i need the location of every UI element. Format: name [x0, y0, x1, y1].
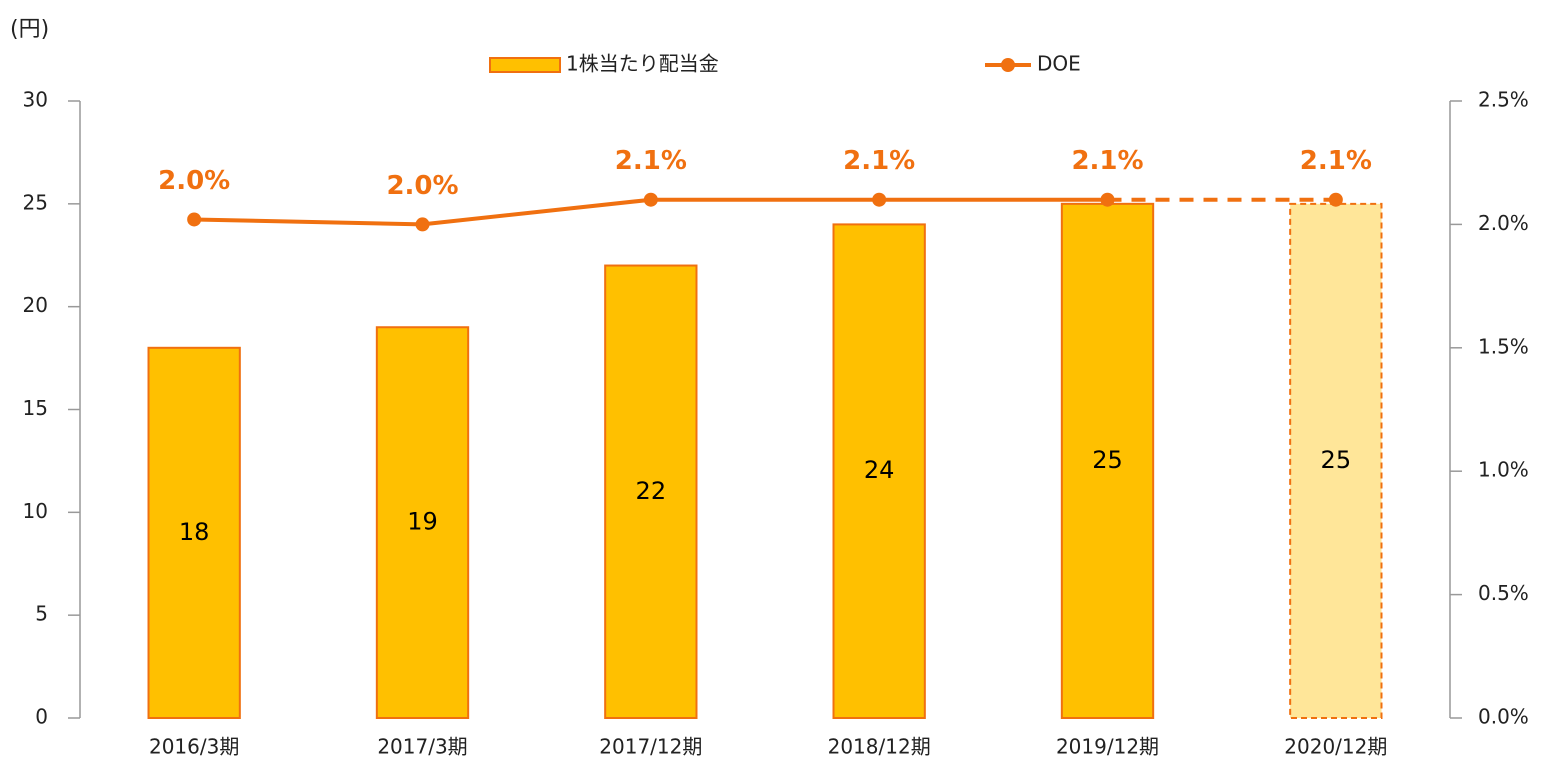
legend-label: DOE	[1037, 52, 1081, 76]
line-value-label: 2.0%	[158, 166, 230, 196]
x-tick-label: 2020/12期	[1284, 735, 1387, 759]
bar	[832, 223, 926, 719]
bar-value-label: 25	[1321, 446, 1352, 474]
legend-swatch	[1001, 58, 1015, 72]
y-tick-label: 20	[23, 293, 48, 317]
bar-value-label: 24	[864, 456, 895, 484]
y-tick-label: 25	[23, 190, 48, 214]
y-tick-label: 15	[23, 396, 48, 420]
point	[415, 217, 430, 232]
bar-value-label: 19	[407, 508, 438, 536]
x-tick-label: 2017/3期	[377, 735, 467, 759]
point	[187, 212, 202, 227]
x-tick-label: 2017/12期	[599, 735, 702, 759]
y-tick-label: 5	[35, 602, 48, 626]
bar	[604, 264, 698, 719]
y-tick-label: 0	[35, 705, 48, 729]
y-tick-label: 10	[23, 499, 48, 523]
bar	[375, 326, 470, 719]
point	[1328, 192, 1343, 207]
line-value-label: 2.1%	[1300, 146, 1372, 176]
bar	[1289, 202, 1383, 720]
line-value-label: 2.1%	[843, 146, 915, 176]
point	[1100, 192, 1115, 207]
y2-tick-label: 2.0%	[1478, 211, 1529, 235]
legend-swatch	[489, 57, 561, 73]
y2-tick-label: 0.5%	[1478, 581, 1529, 605]
x-tick-label: 2018/12期	[828, 735, 931, 759]
bar	[147, 346, 241, 719]
point	[872, 192, 887, 207]
bar-value-label: 22	[636, 477, 667, 505]
y-tick-label: 30	[23, 88, 48, 112]
bar	[1060, 202, 1155, 720]
point	[643, 192, 658, 207]
x-tick-label: 2016/3期	[149, 735, 239, 759]
line-value-label: 2.0%	[386, 171, 458, 201]
bar-value-label: 25	[1092, 446, 1123, 474]
y2-tick-label: 0.0%	[1478, 705, 1529, 729]
y2-tick-label: 2.5%	[1478, 88, 1529, 112]
bar-value-label: 18	[179, 518, 210, 546]
line-value-label: 2.1%	[1071, 146, 1143, 176]
legend-label: 1株当たり配当金	[566, 52, 719, 76]
x-tick-label: 2019/12期	[1056, 735, 1159, 759]
y2-tick-label: 1.0%	[1478, 458, 1529, 482]
y-axis-label: (円)	[10, 17, 49, 42]
line-value-label: 2.1%	[615, 146, 687, 176]
y2-tick-label: 1.5%	[1478, 334, 1529, 358]
